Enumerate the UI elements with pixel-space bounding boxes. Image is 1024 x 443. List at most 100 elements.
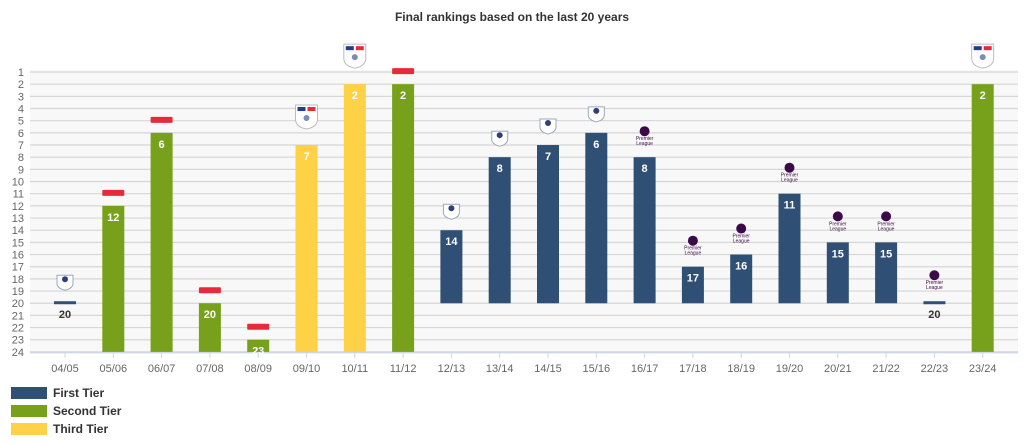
premier-league-old-logo-icon [56,274,74,291]
legend-swatch [11,387,47,399]
data-label: 7 [303,151,309,163]
premier-league-logo-text: League [878,226,895,232]
y-tick-label: 5 [18,116,24,128]
bar-10-11 [343,84,366,352]
lion-icon [545,120,551,127]
x-tick-label: 09/10 [293,363,321,375]
data-label: 8 [497,163,503,175]
data-label: 17 [687,273,699,285]
y-tick-label: 18 [12,274,24,286]
bar-18-19 [730,254,753,304]
efl-ball-icon [303,115,310,122]
bar-15-16 [585,132,608,304]
data-label: 20 [928,309,940,321]
premier-league-lion-icon [639,126,650,137]
premier-league-logo-text: League [685,251,702,257]
data-label: 2 [980,90,986,102]
sky-icon [973,46,982,51]
bar-20-21 [826,242,849,304]
y-tick-label: 1 [18,67,24,79]
premier-league-logo-text: Premier [781,173,799,179]
legend-item[interactable]: Second Tier [11,402,121,420]
premier-league-logo-text: Premier [732,234,750,240]
x-tick-label: 16/17 [631,363,659,375]
y-tick-label: 17 [12,262,24,274]
x-tick-label: 10/11 [341,363,368,375]
data-label: 20 [59,309,71,321]
legend-label: Second Tier [53,404,122,418]
data-label: 2 [400,90,406,102]
y-tick-label: 11 [13,189,24,201]
premier-league-lion-icon [881,211,892,222]
y-tick-label: 6 [18,128,24,140]
x-tick-label: 15/16 [583,363,611,375]
x-tick-label: 08/09 [244,363,272,375]
bar-09-10 [295,145,318,352]
bar-21-22 [875,242,898,304]
lion-icon [448,205,455,212]
bar-06-07 [150,132,173,352]
premier-league-logo-text: League [829,226,846,232]
premier-league-old-logo-icon [539,118,557,135]
data-label: 12 [107,212,119,224]
premier-league-logo-text: League [733,239,750,245]
y-tick-label: 2 [18,79,24,91]
y-tick-label: 3 [18,91,24,103]
y-tick-label: 23 [12,335,24,347]
data-label: 23 [252,346,264,358]
legend: First Tier Second Tier Third Tier [11,384,121,438]
data-label: 6 [159,139,165,151]
premier-league-lion-icon [687,235,698,246]
y-tick-label: 20 [12,298,24,310]
legend-swatch [11,405,47,417]
y-tick-label: 9 [18,164,24,176]
premier-league-logo-text: League [926,285,943,291]
premier-league-lion-icon [832,211,843,222]
premier-league-old-logo-icon [491,130,509,147]
premier-league-lion-icon [784,162,795,173]
data-label: 11 [784,200,796,212]
y-tick-label: 24 [12,347,24,359]
x-tick-label: 12/13 [438,363,466,375]
bar-04-05 [54,301,76,305]
championship-logo-icon [150,116,173,123]
bar-chart: 1234567891011121314151617181920212223240… [12,43,1018,375]
y-tick-label: 13 [12,213,24,225]
data-label: 6 [593,139,599,151]
legend-item[interactable]: First Tier [11,384,121,402]
data-label: 2 [352,90,358,102]
y-tick-label: 12 [12,201,24,213]
lion-icon [62,276,68,283]
data-label: 20 [204,309,216,321]
x-tick-label: 07/08 [196,363,224,375]
chart-title: Final rankings based on the last 20 year… [394,10,630,24]
y-tick-label: 8 [18,152,24,164]
x-tick-label: 11/12 [390,363,417,375]
x-tick-label: 13/14 [486,363,514,375]
x-tick-label: 04/05 [51,363,79,375]
lion-icon [593,107,600,114]
data-label: 7 [545,151,551,163]
x-tick-label: 21/22 [872,363,900,375]
legend-item[interactable]: Third Tier [11,420,121,438]
x-tick-label: 06/07 [148,363,176,375]
premier-league-logo-text: League [636,141,653,147]
x-tick-label: 22/23 [921,363,949,375]
bar-14-15 [537,145,559,304]
premier-league-old-logo-icon [442,203,460,220]
x-tick-label: 20/21 [824,363,852,375]
data-label: 15 [832,248,844,260]
efl-ball-icon [979,54,986,61]
x-tick-label: 14/15 [534,363,562,375]
data-label: 8 [642,163,648,175]
x-tick-label: 19/20 [776,363,804,375]
premier-league-logo-text: Premier [877,221,895,227]
premier-league-logo-text: League [781,178,798,184]
sky-icon [297,107,306,112]
premier-league-old-logo-icon [587,106,605,123]
championship-logo-icon [198,287,221,294]
championship-logo-icon [392,68,415,75]
bar-16-17 [633,157,656,304]
data-label: 16 [735,261,747,273]
bar-12-13 [440,230,463,304]
